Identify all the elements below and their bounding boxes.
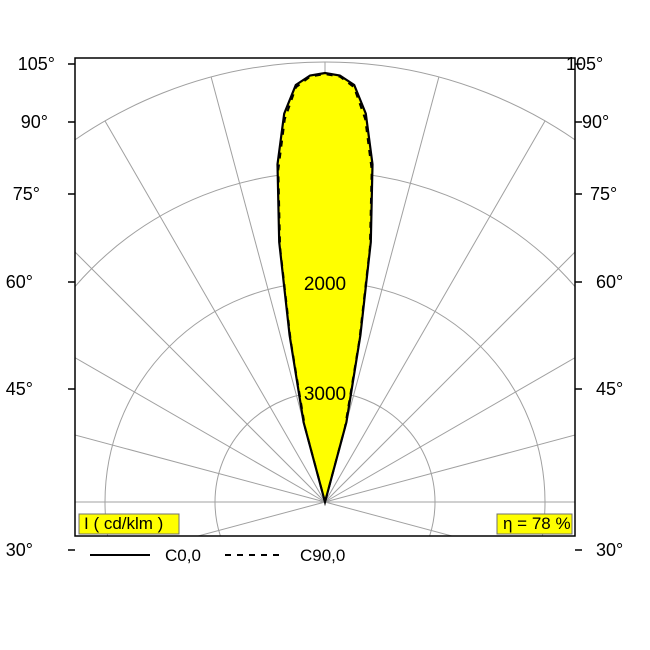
angle-label: 90° — [21, 112, 48, 132]
angle-label: 60° — [6, 272, 33, 292]
angle-label: 90° — [582, 112, 609, 132]
angle-label: 105° — [18, 54, 55, 74]
polar-chart: 2000 3000 30° 45° 60° 75° 90° 105° 30° 45° 60° 75° 9… — [0, 0, 650, 650]
angle-label: 60° — [596, 272, 623, 292]
angle-label: 75° — [590, 184, 617, 204]
angle-label: 30° — [596, 540, 623, 560]
efficiency-label: η = 78 % — [503, 514, 571, 533]
ring-label: 2000 — [304, 274, 346, 295]
angle-label: 105° — [566, 54, 603, 74]
unit-label: I ( cd/klm ) — [84, 514, 163, 533]
angle-label: 30° — [6, 540, 33, 560]
ring-label: 3000 — [304, 384, 346, 405]
legend-c0-label: C0,0 — [165, 546, 201, 565]
angle-label: 45° — [6, 379, 33, 399]
angle-label: 75° — [13, 184, 40, 204]
legend-c90-label: C90,0 — [300, 546, 345, 565]
angle-label: 45° — [596, 379, 623, 399]
